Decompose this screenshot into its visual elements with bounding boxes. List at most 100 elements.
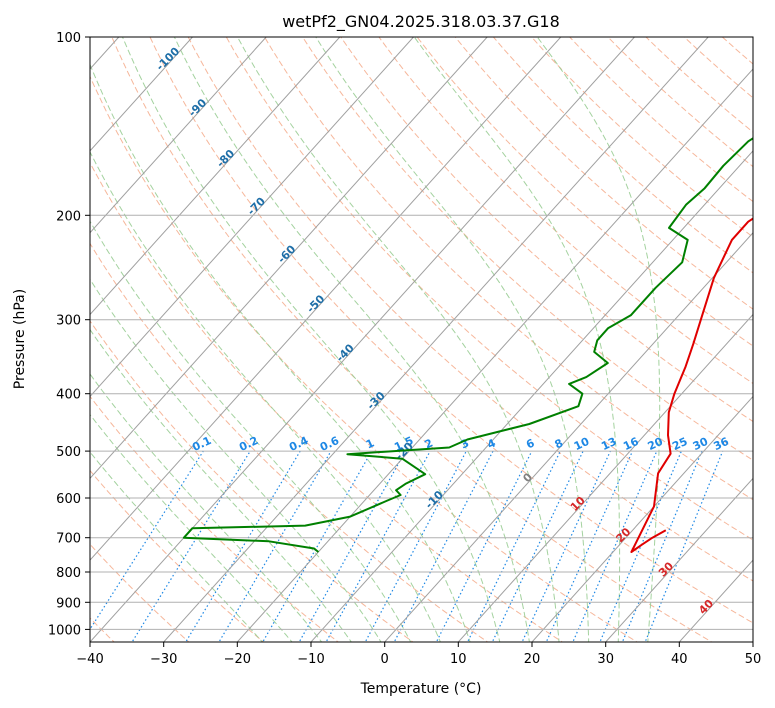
dry-adiabat-line [416, 37, 753, 347]
moist-adiabat-line [90, 451, 264, 642]
dry-adiabat-line [90, 320, 414, 642]
mixing-ratio-line [90, 450, 204, 631]
mixing-ratio-label: 4 [485, 436, 498, 451]
y-tick-label: 100 [56, 31, 81, 46]
dry-adiabat-line [263, 37, 753, 501]
dry-adiabat-line [149, 37, 753, 624]
moist-adiabat-line [90, 220, 412, 642]
x-tick-label: −10 [297, 652, 324, 667]
moist-adiabat-line [90, 150, 441, 642]
mixing-ratio-line [364, 450, 467, 642]
isotherm-line [531, 395, 753, 642]
x-tick-label: −20 [224, 652, 251, 667]
isotherm-line [605, 477, 753, 642]
dry-adiabat-line [225, 37, 753, 541]
dry-adiabat-line [302, 37, 753, 461]
isotherm-label: -60 [275, 242, 298, 265]
dry-adiabat-line [683, 37, 753, 99]
isotherm-label: 10 [568, 494, 588, 514]
moist-adiabat-line [413, 37, 621, 642]
y-tick-label: 900 [56, 596, 81, 611]
dry-adiabats [90, 24, 775, 645]
isotherm-label: -40 [334, 341, 357, 364]
mixing-ratio-label: 30 [691, 435, 711, 453]
mixing-ratio-label: 25 [670, 435, 689, 453]
mixing-ratio-line [521, 450, 611, 642]
dry-adiabat-line [90, 469, 265, 642]
mixing-ratio-line [325, 450, 431, 642]
x-axis-label: Temperature (°C) [360, 681, 482, 697]
mixing-ratio-line [131, 450, 251, 642]
moist-adiabats [90, 37, 661, 642]
dry-adiabat-line [746, 24, 775, 645]
mixing-ratio-label: 20 [646, 435, 666, 453]
mixing-ratio-lines [90, 450, 724, 642]
mixing-ratio-line [185, 450, 301, 642]
x-tick-label: 10 [450, 652, 467, 667]
moist-adiabat-line [90, 328, 352, 642]
mixing-ratio-label: 10 [572, 435, 592, 453]
temperature-profile-line [630, 217, 753, 553]
isotherm-label: 40 [696, 597, 716, 617]
mixing-ratio-label: 13 [599, 435, 618, 453]
plot-frame [89, 36, 754, 643]
dry-adiabat-line [569, 37, 753, 203]
mixing-ratio-label: 1 [364, 436, 376, 451]
isotherm-label: 20 [613, 525, 633, 545]
isotherm-line [90, 37, 562, 561]
x-tick-label: −40 [76, 652, 103, 667]
isotherm-line [384, 232, 753, 642]
moist-adiabat-line [173, 37, 530, 642]
mixing-ratio-line [466, 450, 561, 642]
chart-title: wetPf2_GN04.2025.318.03.37.G18 [282, 12, 560, 32]
mixing-ratio-line [262, 450, 373, 642]
isotherm-line [90, 37, 488, 480]
dry-adiabat-line [340, 37, 753, 423]
y-axis-ticks: 100 200 300 400 500 600 700 800 900 1000 [48, 31, 90, 638]
dry-adiabat-line [607, 37, 753, 168]
isotherm-label: -50 [304, 292, 327, 315]
dry-adiabat-line [90, 161, 564, 642]
x-tick-label: 40 [671, 652, 688, 667]
plot-area: 0.1 0.2 0.4 0.6 1 1.5 2 3 4 6 8 10 13 16 20 25 30 36-100-… [90, 24, 775, 645]
pressure-gridlines [90, 37, 753, 630]
isotherm-line [163, 37, 709, 642]
y-tick-label: 400 [56, 388, 81, 403]
y-tick-label: 800 [56, 566, 81, 581]
moist-adiabat-line [237, 37, 560, 642]
y-tick-label: 500 [56, 445, 81, 460]
isotherm-line [457, 313, 753, 642]
isotherms [90, 37, 753, 642]
mixing-ratio-label: 16 [621, 435, 641, 453]
moist-adiabat-line [90, 63, 471, 642]
moist-adiabat-line [90, 413, 293, 642]
mixing-ratio-label: 6 [524, 436, 537, 451]
mixing-ratio-label: 36 [712, 435, 732, 453]
isotherm-line [90, 37, 267, 234]
isotherm-label: -90 [186, 96, 209, 119]
isotherm-line [90, 37, 635, 642]
dry-adiabat-line [90, 543, 190, 642]
mixing-ratio-line [572, 450, 658, 642]
isotherm-line [752, 641, 753, 642]
isotherm-label: -100 [154, 44, 183, 73]
isotherm-line [310, 150, 753, 642]
x-tick-label: 20 [524, 652, 541, 667]
mixing-ratio-line [218, 450, 332, 642]
mixing-ratio-line [491, 450, 584, 642]
moist-adiabat-line [122, 37, 501, 642]
dry-adiabat-line [187, 37, 753, 582]
mixing-ratio-line [298, 450, 406, 642]
mixing-ratio-line [545, 450, 634, 642]
isotherm-label: 30 [656, 559, 676, 579]
y-tick-label: 300 [56, 314, 81, 329]
x-tick-label: 50 [745, 652, 762, 667]
mixing-ratio-line [599, 450, 682, 642]
moist-adiabat-line [90, 373, 323, 642]
mixing-ratio-line [644, 450, 724, 642]
dry-adiabat-line [90, 395, 340, 642]
isotherm-label: -70 [245, 194, 268, 217]
isotherm-label: -10 [423, 488, 446, 511]
mixing-ratio-line [435, 450, 533, 642]
